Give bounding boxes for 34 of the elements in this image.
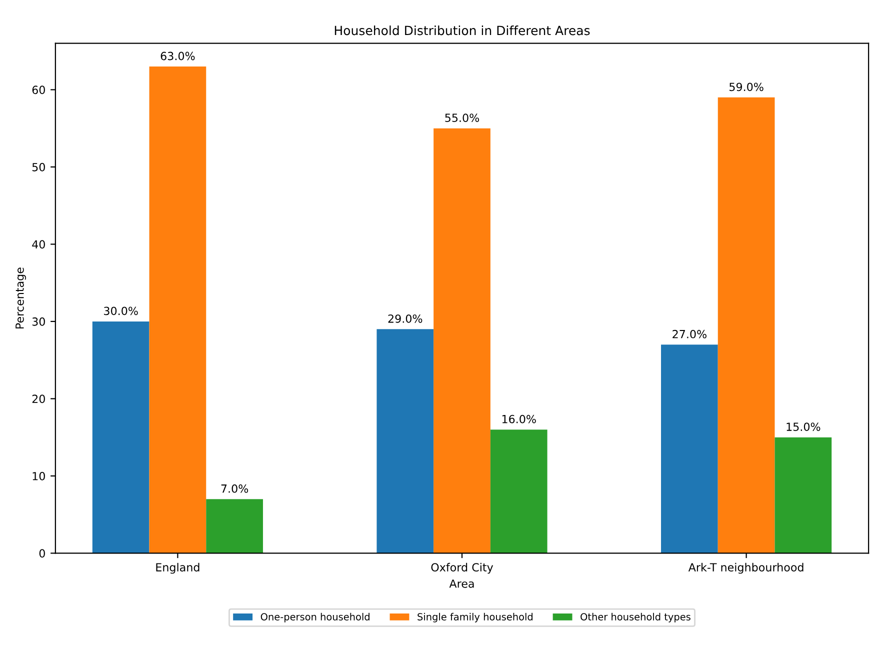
y-tick-label: 0	[39, 549, 45, 558]
x-tick-label: England	[156, 562, 200, 574]
y-axis-title: Percentage	[16, 268, 26, 328]
y-tick-label: 50	[32, 162, 45, 172]
data-label: 59.0%	[730, 82, 764, 92]
y-tick-label: 60	[32, 86, 45, 94]
bar	[206, 499, 263, 554]
x-axis-title: Area	[449, 580, 474, 588]
bar	[149, 66, 206, 554]
y-tick-label: 10	[32, 472, 45, 480]
x-tick-label: Oxford City	[431, 562, 494, 574]
data-label: 16.0%	[502, 414, 536, 424]
bar	[774, 437, 832, 554]
chart-title: Household Distribution in Different Areas	[334, 26, 590, 36]
bar	[490, 430, 548, 554]
data-label: 29.0%	[388, 314, 422, 323]
bar	[92, 321, 150, 554]
legend-label: One-person household	[260, 612, 370, 622]
data-label: 15.0%	[786, 422, 820, 432]
y-tick-label: 30	[32, 317, 45, 326]
y-tick-label: 40	[32, 240, 45, 249]
bar	[376, 329, 434, 554]
legend-label: Other household types	[580, 612, 690, 622]
data-label: 27.0%	[672, 330, 706, 338]
bar	[661, 344, 718, 554]
y-tick-label: 20	[32, 394, 45, 404]
data-label: 30.0%	[104, 306, 138, 316]
bar	[718, 97, 775, 554]
legend-label: Single family household	[418, 612, 532, 622]
bar	[434, 128, 490, 554]
data-label: 55.0%	[445, 114, 480, 122]
data-label: 63.0%	[160, 52, 195, 60]
data-label: 7.0%	[221, 484, 248, 493]
x-tick-label: Ark-T neighbourhood	[688, 562, 804, 574]
